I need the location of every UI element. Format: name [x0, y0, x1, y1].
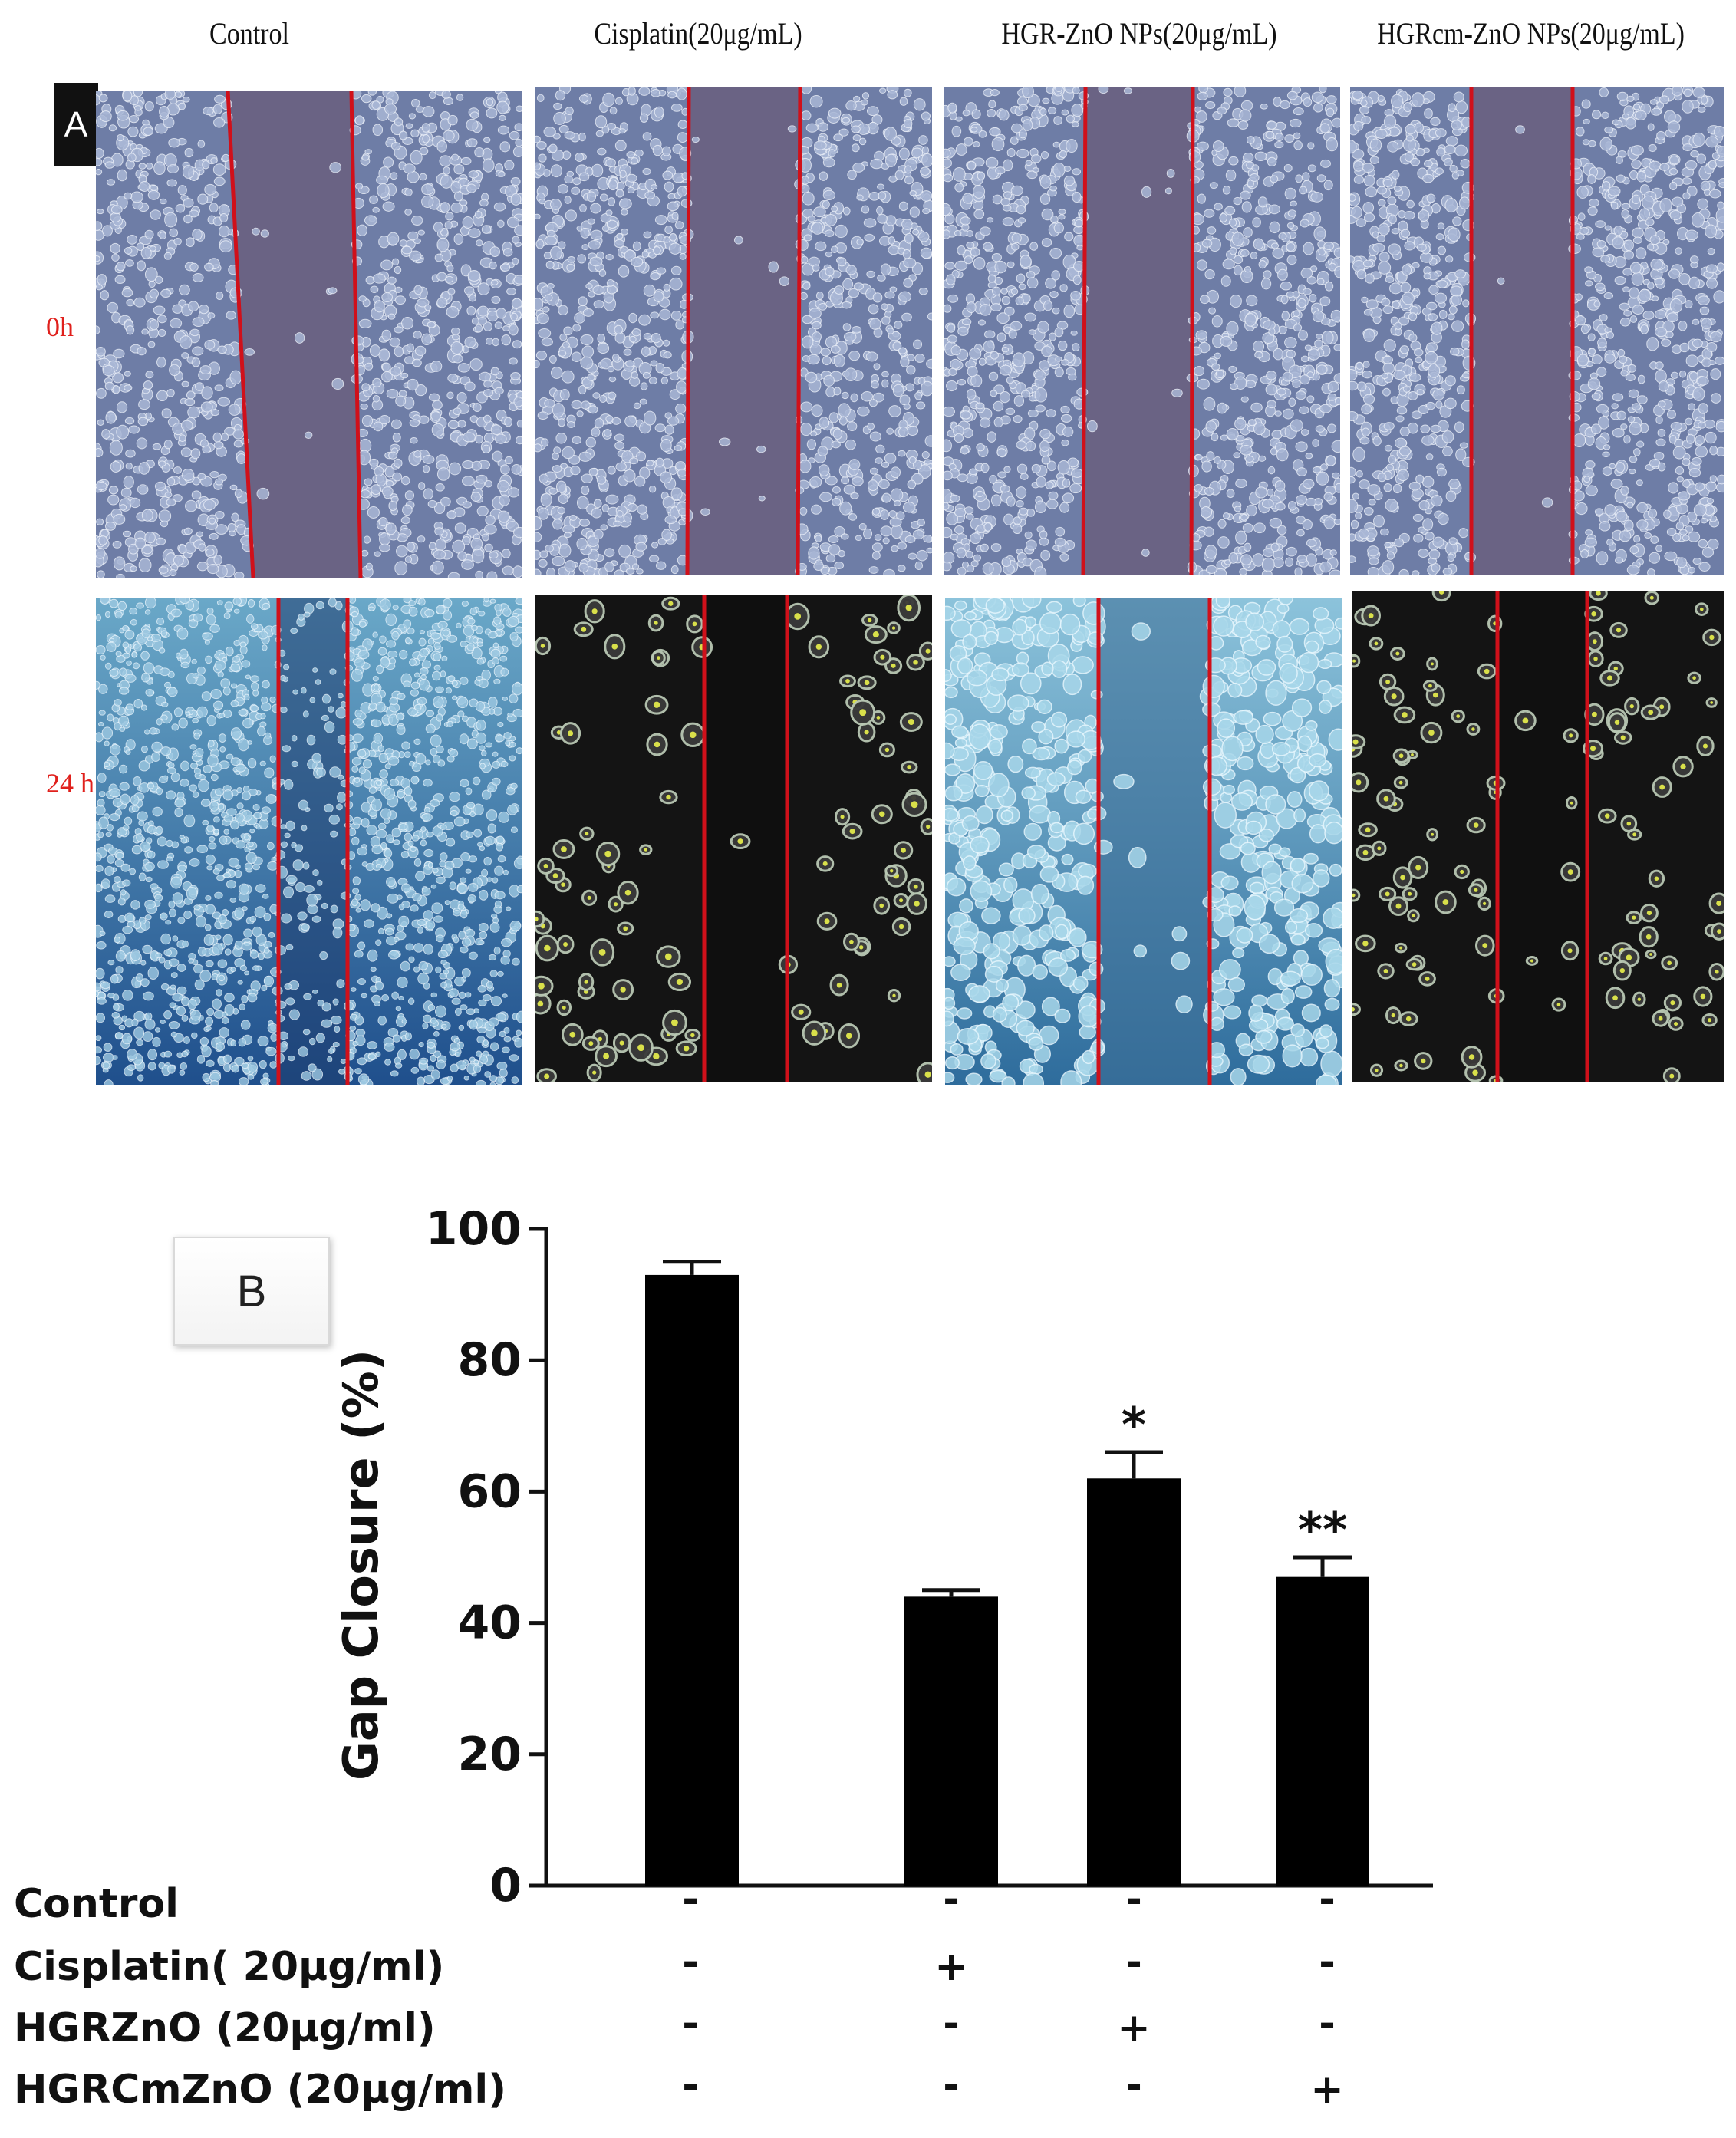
micrograph-hgrcm-zno-0h — [1350, 87, 1724, 575]
condition-sign: - — [943, 2062, 960, 2108]
row-label-0h: 0h — [46, 311, 74, 342]
column-title-control: Control — [209, 16, 289, 51]
bar-control — [645, 1274, 739, 1886]
row-label-24h: 24 h — [46, 768, 94, 799]
micrograph-control-0h — [96, 91, 522, 578]
condition-sign: - — [943, 1876, 960, 1922]
condition-sign: + — [1310, 2067, 1344, 2113]
y-axis-title: Gap Closure (%) — [333, 1349, 389, 1781]
bar-hgrzno — [1087, 1478, 1181, 1886]
panel-a-tag: A — [54, 83, 98, 166]
bar-cisplatin — [904, 1596, 998, 1886]
condition-sign: + — [1117, 2005, 1151, 2051]
significance-marker: * — [1122, 1397, 1146, 1453]
y-tick-label: 80 — [458, 1333, 522, 1387]
condition-sign: - — [1319, 1939, 1336, 1985]
y-tick-label: 100 — [426, 1202, 522, 1256]
y-tick-label: 0 — [489, 1859, 522, 1912]
micrograph-control-24h — [96, 598, 522, 1085]
significance-marker: ** — [1298, 1502, 1348, 1558]
micrograph-hgr-zno-0h — [944, 87, 1340, 575]
condition-sign: - — [1319, 2001, 1336, 2047]
micrograph-cisplatin-0h — [535, 87, 932, 575]
column-title-hgr-zno: HGR-ZnO NPs(20μg/mL) — [1001, 16, 1277, 51]
condition-sign: - — [682, 1939, 699, 1985]
condition-sign: - — [682, 2062, 699, 2108]
condition-label-hgrcmzno: HGRCmZnO (20μg/ml) — [14, 2067, 507, 2113]
y-tick-label: 20 — [458, 1728, 522, 1781]
y-tick-label: 40 — [458, 1596, 522, 1650]
micrograph-cisplatin-24h — [535, 595, 932, 1082]
condition-label-cisplatin: Cisplatin( 20μg/ml) — [14, 1944, 445, 1990]
condition-sign: - — [1125, 1939, 1142, 1985]
condition-sign: - — [943, 2001, 960, 2047]
condition-label-hgrzno: HGRZnO (20μg/ml) — [14, 2005, 436, 2051]
condition-sign: - — [1319, 1876, 1336, 1922]
condition-sign: - — [682, 2001, 699, 2047]
condition-sign: - — [682, 1876, 699, 1922]
bar-hgrcmzno — [1276, 1576, 1369, 1886]
y-tick-label: 60 — [458, 1464, 522, 1518]
condition-sign: - — [1125, 2062, 1142, 2108]
chart-bars: *** — [645, 1260, 1369, 1886]
condition-sign: - — [1125, 1876, 1142, 1922]
chart-axes: 0 20 40 60 80 100 — [426, 1202, 1433, 1912]
condition-label-control: Control — [14, 1881, 179, 1927]
micrograph-hgrcm-zno-24h — [1352, 591, 1724, 1082]
column-title-cisplatin: Cisplatin(20μg/mL) — [594, 16, 802, 51]
panel-b-tag: B — [173, 1237, 330, 1346]
condition-sign: + — [934, 1944, 968, 1990]
micrograph-hgr-zno-24h — [945, 598, 1342, 1085]
column-title-hgrcm-zno: HGRcm-ZnO NPs(20μg/mL) — [1377, 16, 1685, 51]
